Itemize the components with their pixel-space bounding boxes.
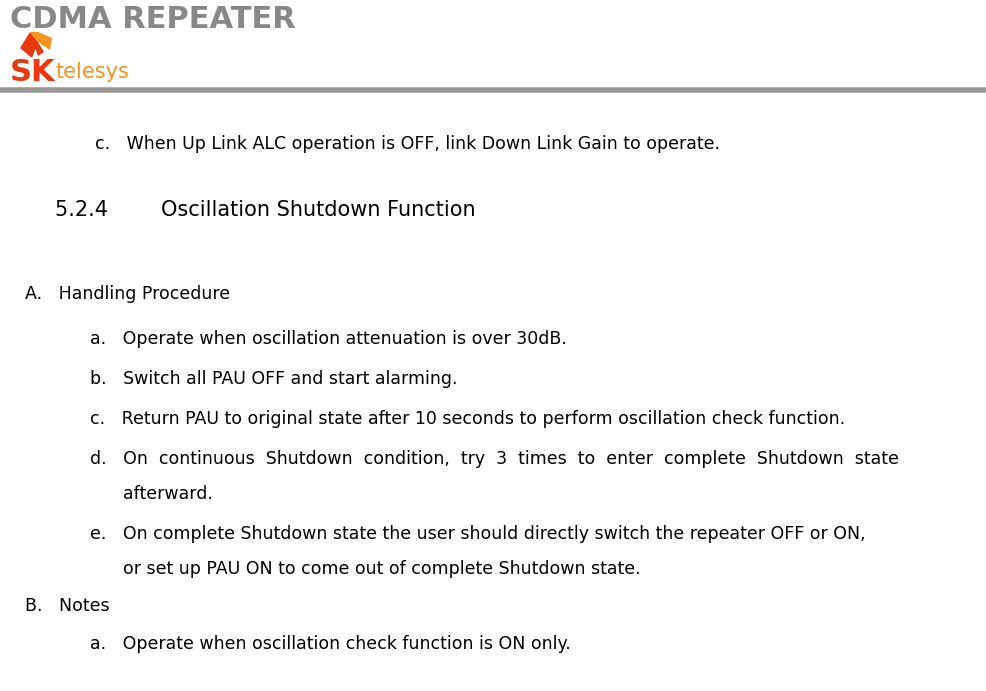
Text: a.   Operate when oscillation check function is ON only.: a. Operate when oscillation check functi… (90, 635, 571, 653)
Text: B.   Notes: B. Notes (25, 597, 109, 615)
Text: e.   On complete Shutdown state the user should directly switch the repeater OFF: e. On complete Shutdown state the user s… (90, 525, 866, 543)
Text: c.   Return PAU to original state after 10 seconds to perform oscillation check : c. Return PAU to original state after 10… (90, 410, 845, 428)
Text: c.   When Up Link ALC operation is OFF, link Down Link Gain to operate.: c. When Up Link ALC operation is OFF, li… (95, 135, 720, 153)
Text: or set up PAU ON to come out of complete Shutdown state.: or set up PAU ON to come out of complete… (90, 560, 641, 578)
Text: 5.2.4        Oscillation Shutdown Function: 5.2.4 Oscillation Shutdown Function (55, 200, 475, 220)
Polygon shape (20, 32, 38, 58)
Text: A.   Handling Procedure: A. Handling Procedure (25, 285, 230, 303)
Polygon shape (30, 32, 52, 50)
Text: CDMA REPEATER: CDMA REPEATER (10, 5, 296, 34)
Text: a.   Operate when oscillation attenuation is over 30dB.: a. Operate when oscillation attenuation … (90, 330, 567, 348)
Text: telesys: telesys (55, 62, 129, 82)
Text: afterward.: afterward. (90, 485, 213, 503)
Text: d.   On  continuous  Shutdown  condition,  try  3  times  to  enter  complete  S: d. On continuous Shutdown condition, try… (90, 450, 899, 468)
Text: b.   Switch all PAU OFF and start alarming.: b. Switch all PAU OFF and start alarming… (90, 370, 458, 388)
Polygon shape (34, 42, 44, 56)
Text: SK: SK (10, 58, 55, 87)
